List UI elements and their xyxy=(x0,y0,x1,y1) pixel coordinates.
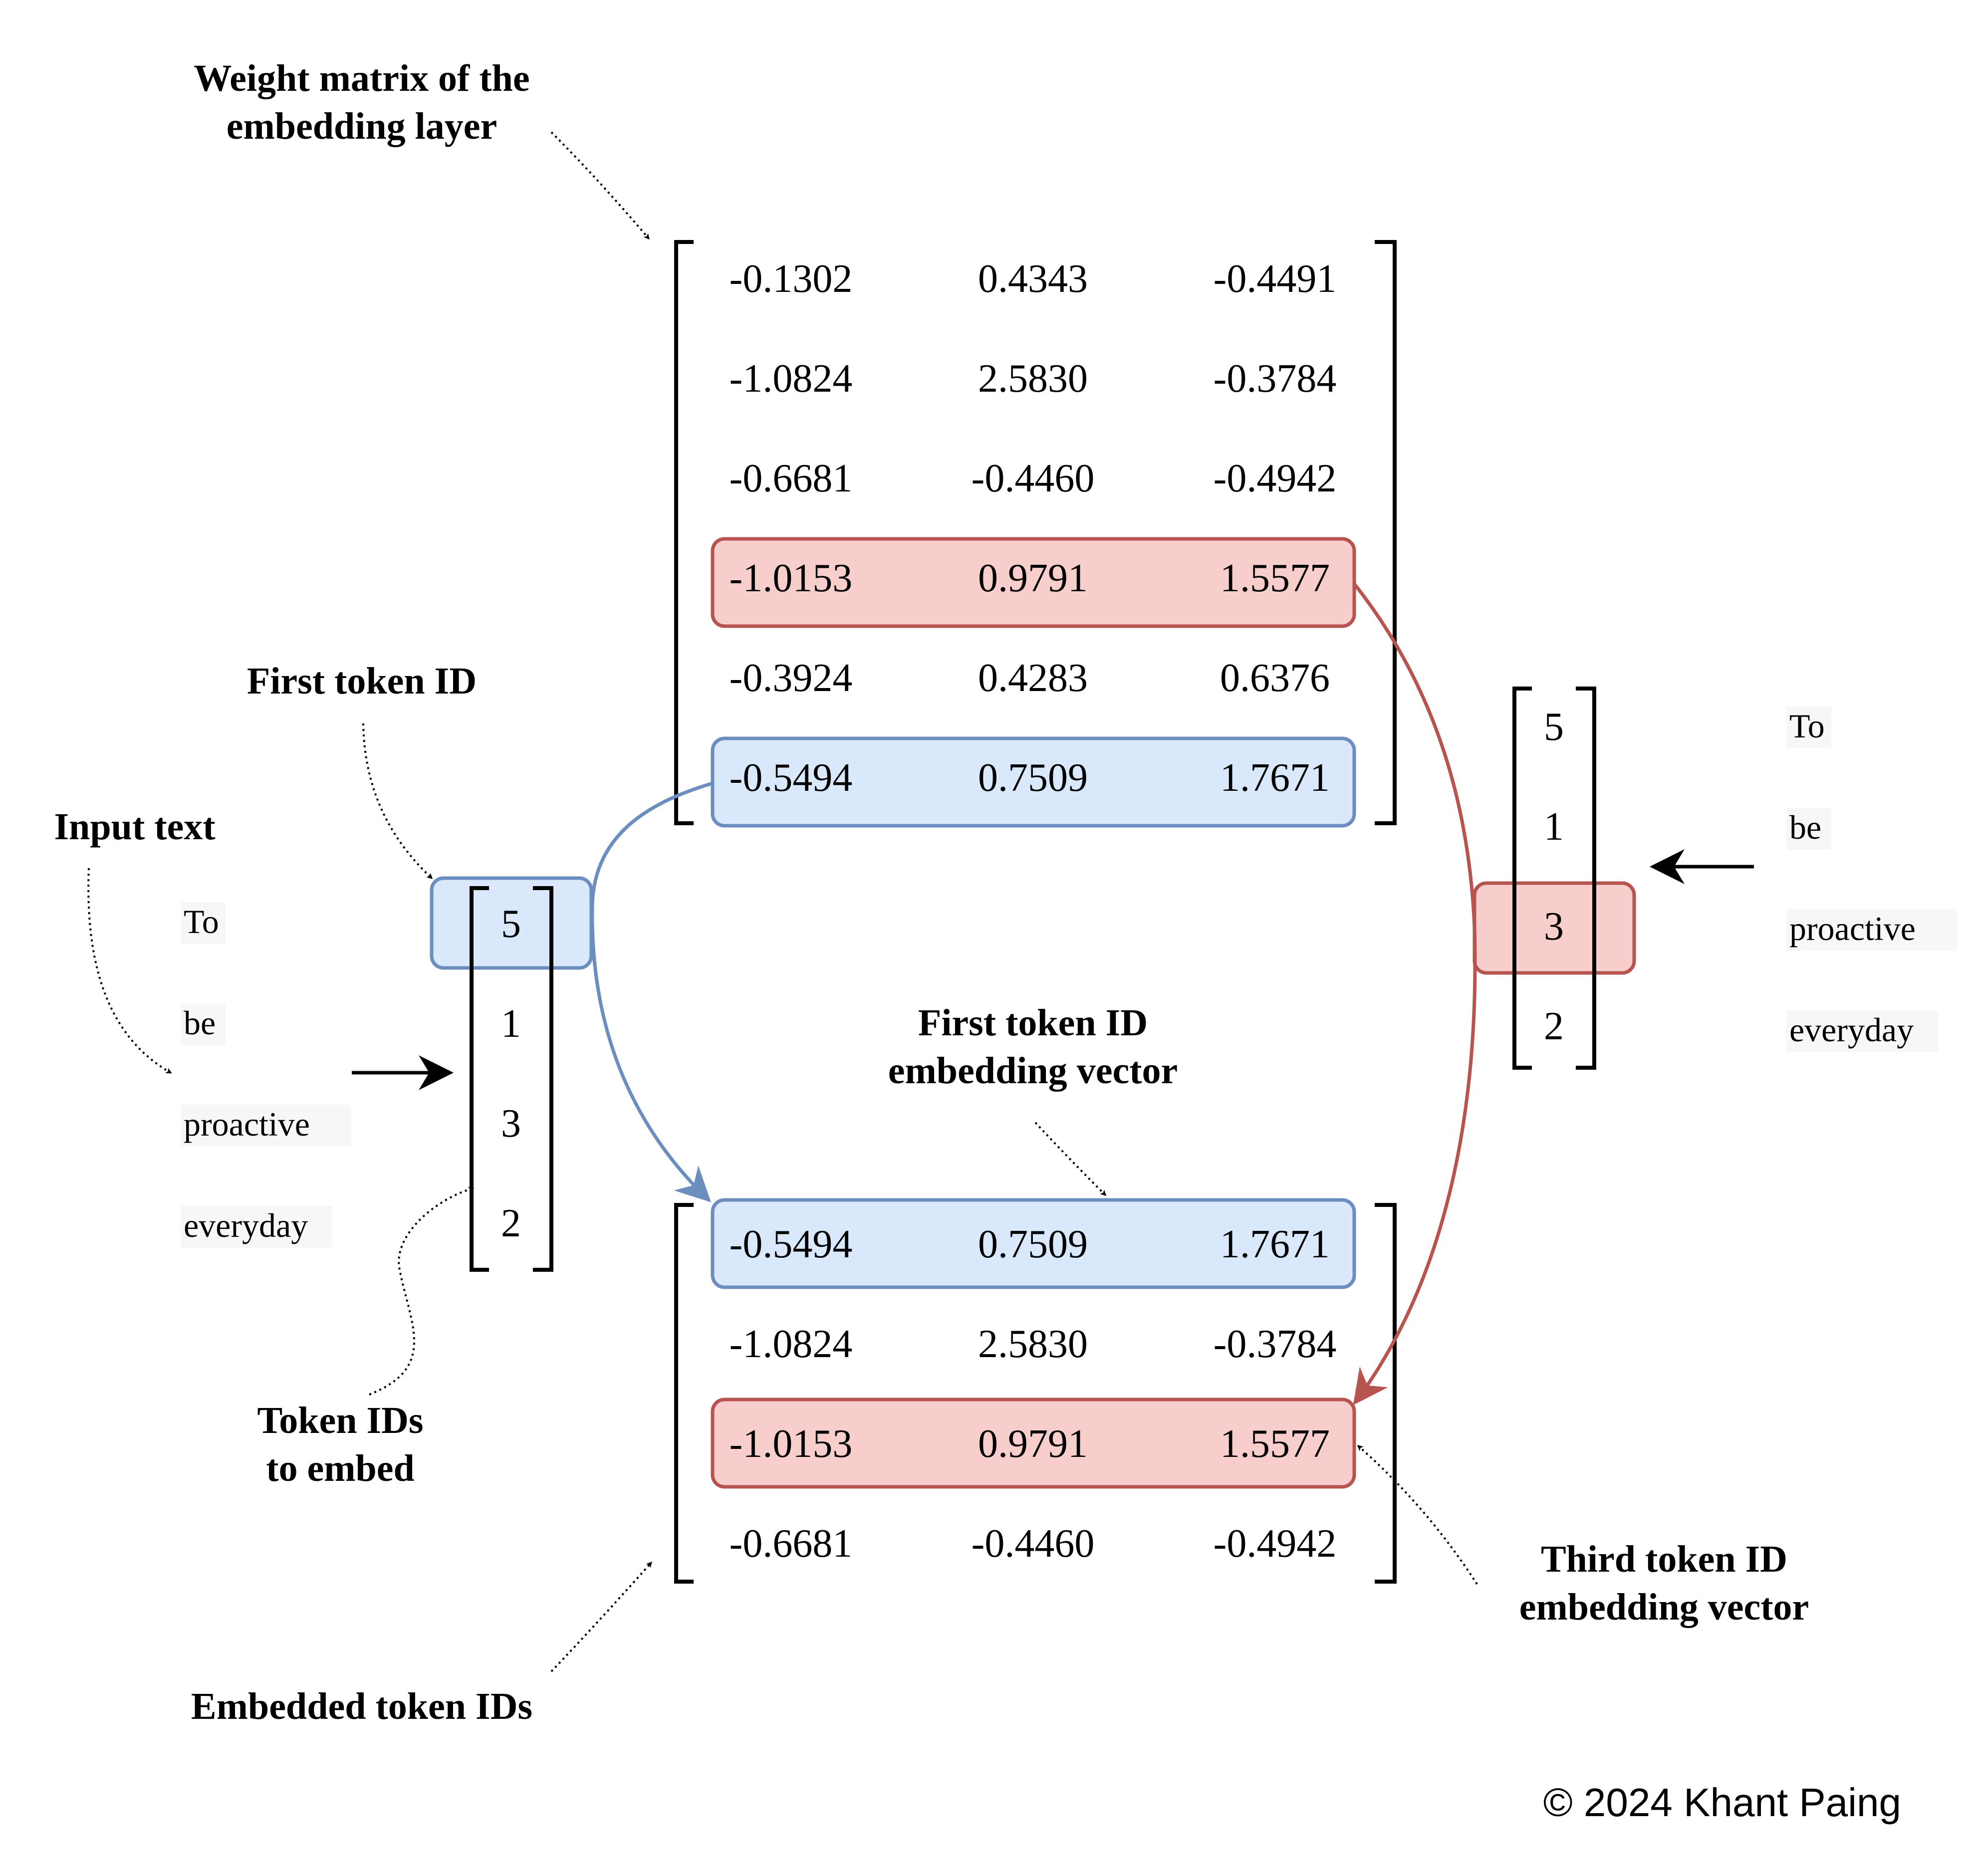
weight-cell: -0.4491 xyxy=(1214,257,1337,301)
right-ids-bracket-right xyxy=(1576,687,1596,1070)
third-vec-pointer xyxy=(1357,1445,1478,1585)
weight-cell: -0.6681 xyxy=(730,457,853,500)
token-ids-left: 5 1 3 2 xyxy=(501,902,521,1245)
word-background xyxy=(1786,706,1831,748)
weight-matrix: -0.1302 0.4343 -0.4491 -1.0824 2.5830 -0.3784… xyxy=(730,257,1337,800)
input-word-right: be xyxy=(1789,808,1821,846)
token-id-left: 3 xyxy=(501,1102,521,1146)
embedded-cell: 0.7509 xyxy=(978,1222,1088,1266)
weight-cell: 0.4283 xyxy=(978,656,1088,700)
word-background xyxy=(1786,1010,1938,1052)
embedded-cell: -0.6681 xyxy=(730,1522,853,1566)
embedded-cell: -0.3784 xyxy=(1214,1322,1337,1366)
input-words-left: To be proactive everyday xyxy=(181,902,351,1248)
embedded-cell: -0.4460 xyxy=(972,1522,1095,1566)
first-token-id-pointer xyxy=(362,723,433,880)
token-ids-bracket-left xyxy=(470,886,489,1272)
embedded-cell: -1.0153 xyxy=(730,1422,853,1466)
weight-matrix-bracket-left xyxy=(674,240,694,825)
weight-cell: -0.5494 xyxy=(730,756,853,800)
weight-matrix-label-line1: Weight matrix of the xyxy=(194,57,529,99)
token-ids-right: 5 1 3 2 xyxy=(1544,705,1564,1048)
input-word-right: proactive xyxy=(1789,910,1916,947)
embedded-cell: -1.0824 xyxy=(730,1322,853,1366)
first-token-id-label: First token ID xyxy=(247,660,477,702)
word-background xyxy=(181,902,226,944)
weight-cell: -0.3924 xyxy=(730,656,853,700)
weight-cell: -0.3784 xyxy=(1214,357,1337,401)
token-id-right: 1 xyxy=(1544,805,1564,849)
weight-cell: -1.0153 xyxy=(730,556,853,600)
first-vec-pointer xyxy=(1034,1122,1107,1196)
input-word-right: everyday xyxy=(1789,1011,1914,1049)
embedded-matrix: -0.5494 0.7509 1.7671 -1.0824 2.5830 -0.3784 -… xyxy=(730,1222,1337,1566)
embedded-cell: 1.5577 xyxy=(1220,1422,1330,1466)
token-id-left: 2 xyxy=(501,1201,521,1245)
token-ids-label-line1: Token IDs xyxy=(257,1400,423,1441)
token-id-right: 5 xyxy=(1544,705,1564,749)
word-background xyxy=(1786,808,1831,850)
token-id-right: 2 xyxy=(1544,1004,1564,1048)
input-text-label: Input text xyxy=(54,806,215,848)
first-vec-label-line1: First token ID xyxy=(918,1002,1148,1044)
embedded-matrix-bracket-left xyxy=(674,1203,694,1584)
token-ids-pointer xyxy=(369,1186,475,1396)
weight-row-highlight-blue xyxy=(711,736,1356,828)
embedded-cell: 1.7671 xyxy=(1220,1222,1330,1266)
weight-cell: 1.5577 xyxy=(1220,556,1330,600)
input-word-left: To xyxy=(184,903,219,940)
token-ids-bracket-right xyxy=(533,886,553,1272)
embedded-row-highlight-red xyxy=(711,1398,1356,1489)
weight-matrix-pointer xyxy=(550,131,650,240)
input-word-left: be xyxy=(184,1004,216,1042)
embedded-matrix-bracket-right xyxy=(1375,1203,1397,1584)
weight-matrix-bracket-right xyxy=(1375,240,1397,825)
weight-cell: 0.4343 xyxy=(978,257,1088,301)
third-vec-label-line1: Third token ID xyxy=(1541,1538,1787,1580)
copyright-text: © 2024 Khant Paing xyxy=(1543,1780,1901,1825)
input-word-left: proactive xyxy=(184,1105,310,1143)
weight-cell: 0.7509 xyxy=(978,756,1088,800)
red-lookup-arrow xyxy=(1353,582,1477,1406)
word-background xyxy=(181,1206,332,1248)
token-ids-label-line2: to embed xyxy=(266,1447,415,1489)
embedded-token-ids-label: Embedded token IDs xyxy=(191,1685,532,1727)
weight-cell: -0.1302 xyxy=(730,257,853,301)
weight-cell: -1.0824 xyxy=(730,357,853,401)
input-word-right: To xyxy=(1789,707,1825,745)
embedded-cell: -0.4942 xyxy=(1214,1522,1337,1566)
token-id-right: 3 xyxy=(1544,905,1564,948)
blue-lookup-arrow xyxy=(590,781,713,1202)
word-background xyxy=(181,1105,351,1147)
weight-matrix-label-line2: embedding layer xyxy=(227,105,497,147)
third-vec-label-line2: embedding vector xyxy=(1519,1586,1809,1628)
embedded-cell: 2.5830 xyxy=(978,1322,1088,1366)
token-id-left: 1 xyxy=(501,1002,521,1046)
weight-cell: 0.9791 xyxy=(978,556,1088,600)
weight-row-highlight-red xyxy=(711,537,1356,628)
input-text-pointer xyxy=(87,868,172,1074)
weight-cell: 2.5830 xyxy=(978,357,1088,401)
input-word-left: everyday xyxy=(184,1206,308,1244)
right-ids-bracket-left xyxy=(1512,687,1532,1070)
word-background xyxy=(181,1003,226,1045)
word-background xyxy=(1786,909,1957,951)
embedded-cell: 0.9791 xyxy=(978,1422,1088,1466)
embedded-row-highlight-blue xyxy=(711,1198,1356,1289)
token-id-left: 5 xyxy=(501,902,521,946)
weight-cell: -0.4942 xyxy=(1214,457,1337,500)
embedded-token-ids-pointer xyxy=(550,1561,652,1672)
weight-cell: 1.7671 xyxy=(1220,756,1330,800)
weight-cell: -0.4460 xyxy=(972,457,1095,500)
first-vec-label-line2: embedding vector xyxy=(888,1050,1178,1092)
weight-cell: 0.6376 xyxy=(1220,656,1330,700)
embedded-cell: -0.5494 xyxy=(730,1222,853,1266)
input-words-right: To be proactive everyday xyxy=(1786,706,1957,1052)
